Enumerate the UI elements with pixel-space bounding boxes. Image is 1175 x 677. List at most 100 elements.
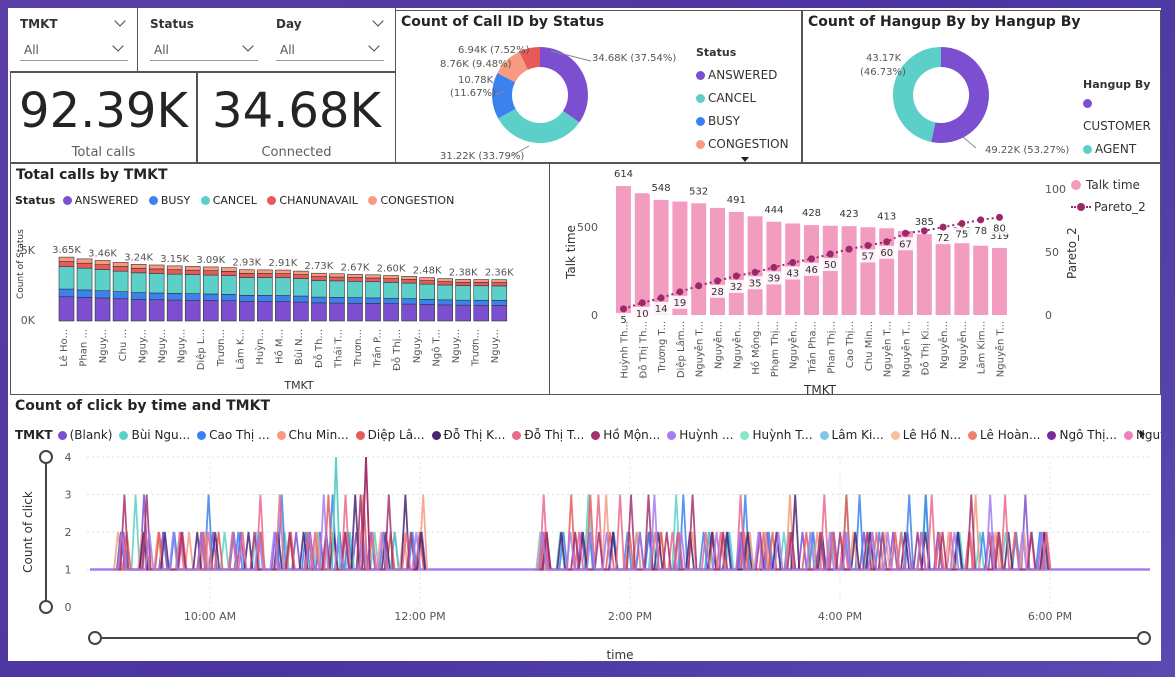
- bar-segment: [383, 278, 399, 283]
- data-label-bg: [933, 231, 954, 245]
- series-line: [361, 456, 371, 570]
- bar-segment: [76, 262, 93, 269]
- data-label: 75: [956, 230, 969, 241]
- data-label: 72: [937, 233, 950, 244]
- legend-dot: [119, 431, 129, 440]
- label-chanunavail: 6.94K (7.52%): [458, 45, 530, 56]
- legend-item[interactable]: Lê Hoàn...: [968, 428, 1040, 442]
- bar-segment: [275, 301, 291, 322]
- data-label-bg: [669, 295, 690, 309]
- legend-dot: [197, 431, 207, 440]
- data-label-bg: [632, 306, 653, 320]
- bar-segment: [257, 301, 273, 322]
- legend-item[interactable]: CONGESTION: [368, 194, 454, 207]
- bar-segment: [130, 272, 147, 293]
- bar-segment: [311, 302, 327, 322]
- pareto-legend: Talk time Pareto_2: [1071, 174, 1146, 218]
- x-tick-label: Trươn...: [471, 329, 482, 367]
- legend-dot: [591, 431, 601, 440]
- legend-label: Cao Thị ...: [209, 428, 270, 442]
- legend-scroll-right-icon[interactable]: [1140, 430, 1145, 438]
- bar-segment: [437, 281, 453, 286]
- line-chart-visual[interactable]: Count of click by time and TMKT TMKT (Bla…: [10, 395, 1161, 661]
- legend-item[interactable]: AGENT: [1083, 138, 1160, 161]
- legend-item[interactable]: CANCEL: [200, 194, 257, 207]
- x-slider-handle-right[interactable]: [1137, 631, 1151, 645]
- chevron-down-icon: [368, 40, 380, 52]
- y-tick-label: 0: [1045, 309, 1052, 322]
- legend-item[interactable]: Huỳnh ...: [667, 428, 733, 442]
- donut-status-visual[interactable]: Count of Call ID by Status 34.68K (37.54…: [395, 10, 802, 163]
- legend-item[interactable]: CANCEL: [696, 87, 789, 110]
- legend-item[interactable]: Lê Hồ N...: [890, 428, 961, 442]
- x-tick-label: Trương T...: [657, 321, 668, 374]
- pareto-point: [751, 268, 759, 276]
- x-tick-label: 4:00 PM: [818, 610, 862, 623]
- legend-item[interactable]: CHANUNAVAIL: [267, 194, 358, 207]
- legend-item[interactable]: Hồ Mộn...: [591, 428, 660, 442]
- x-tick-label: Diệp Lâm...: [675, 321, 687, 378]
- bar-segment: [166, 299, 183, 322]
- donut-hangup-chart: [892, 46, 989, 149]
- legend-item[interactable]: Lâm Ki...: [819, 428, 884, 442]
- legend-label: Huỳnh ...: [679, 428, 734, 442]
- x-tick-label: Bùi N...: [293, 329, 305, 365]
- legend-label: Pareto_2: [1094, 200, 1146, 214]
- data-label-bg: [651, 301, 672, 315]
- legend-item[interactable]: (Blank): [57, 428, 112, 442]
- data-label-bg: [970, 223, 991, 237]
- legend-item[interactable]: Talk time: [1071, 174, 1146, 196]
- data-label: 32: [730, 282, 743, 293]
- legend-item[interactable]: Đỗ Thị T...: [512, 428, 584, 442]
- slicer-tmkt-dropdown[interactable]: All: [20, 39, 128, 61]
- y-slider-handle-bottom[interactable]: [39, 600, 53, 614]
- data-label-bg: [685, 183, 712, 198]
- bar-segment: [437, 304, 453, 322]
- chevron-down-icon[interactable]: [114, 15, 126, 27]
- bar-segment: [491, 282, 508, 287]
- bar-segment: [491, 285, 508, 301]
- legend-scroll-down-icon[interactable]: [741, 157, 749, 162]
- bar-segment: [58, 288, 75, 298]
- chevron-down-icon[interactable]: [372, 15, 384, 27]
- legend-item[interactable]: Cao Thị ...: [197, 428, 270, 442]
- bar-segment: [419, 277, 435, 281]
- slicer-status-dropdown[interactable]: All: [150, 39, 258, 61]
- card-connected[interactable]: 34.68K Connected: [197, 72, 396, 163]
- label-busy-a: 10.78K: [458, 75, 494, 86]
- legend-item[interactable]: CONGESTION: [696, 133, 789, 156]
- bar: [841, 226, 857, 315]
- legend-item[interactable]: Pareto_2: [1071, 196, 1146, 218]
- stacked-bar-visual[interactable]: Total calls by TMKT Status ANSWERED BUSY…: [10, 163, 550, 395]
- pareto-point: [977, 216, 985, 224]
- legend-item[interactable]: BUSY: [148, 194, 190, 207]
- y-tick-label: 3: [65, 489, 72, 502]
- pareto-point: [883, 238, 891, 246]
- legend-item[interactable]: Huỳnh T...: [740, 428, 813, 442]
- legend-item[interactable]: Chu Min...: [276, 428, 349, 442]
- bar-segment: [148, 299, 165, 322]
- legend-item[interactable]: ANSWERED: [62, 194, 138, 207]
- legend-item[interactable]: Đỗ Thị K...: [431, 428, 505, 442]
- legend-item[interactable]: Bùi Ngu...: [119, 428, 190, 442]
- donut-hangup-visual[interactable]: Count of Hangup By by Hangup By 43.17K (…: [802, 10, 1161, 163]
- bar-segment: [311, 276, 327, 281]
- legend-item[interactable]: CUSTOMER: [1083, 92, 1160, 138]
- legend-item[interactable]: ANSWERED: [696, 64, 789, 87]
- legend-item[interactable]: Ngô Thị...: [1047, 428, 1117, 442]
- legend-label: CANCEL: [212, 194, 257, 207]
- y-tick-label: 100: [1045, 183, 1066, 196]
- y-slider-handle-top[interactable]: [39, 450, 53, 464]
- bar-segment: [94, 260, 111, 265]
- bar-segment: [58, 266, 75, 290]
- x-slider-handle-left[interactable]: [88, 631, 102, 645]
- label-customer: 49.22K (53.27%): [985, 145, 1070, 156]
- label-agent-a: 43.17K: [866, 53, 902, 64]
- legend-item[interactable]: Diệp Lâ...: [355, 428, 425, 442]
- x-tick-label: Nguyễn...: [730, 321, 743, 369]
- pareto-visual[interactable]: 500 0 Talk time 100 50 0 Pareto_2 TMKT 614 548 532…: [550, 163, 1161, 395]
- slicer-day-dropdown[interactable]: All: [276, 39, 384, 61]
- legend-label: Huỳnh T...: [752, 428, 813, 442]
- legend-item[interactable]: BUSY: [696, 110, 789, 133]
- card-total-calls[interactable]: 92.39K Total calls: [10, 72, 197, 163]
